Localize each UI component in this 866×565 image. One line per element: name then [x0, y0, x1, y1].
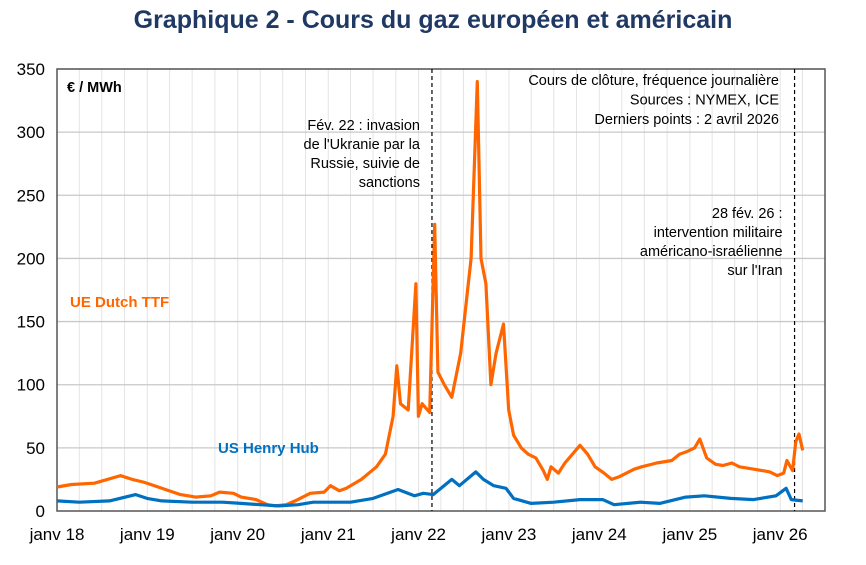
chart-title: Graphique 2 - Cours du gaz européen et a… — [133, 6, 733, 34]
event-annotation: de l'Ukranie par la — [304, 137, 421, 153]
x-tick-label: janv 18 — [29, 525, 85, 544]
event-annotation: Fév. 22 : invasion — [307, 118, 420, 134]
y-tick-label: 150 — [17, 313, 45, 332]
x-tick-label: janv 24 — [571, 525, 627, 544]
x-tick-label: janv 25 — [661, 525, 717, 544]
series-line-ttf — [56, 80, 805, 508]
source-note: Sources : NYMEX, ICE — [630, 93, 779, 109]
x-tick-label: janv 20 — [209, 525, 265, 544]
legend-label: US Henry Hub — [218, 440, 319, 457]
y-tick-label: 300 — [17, 123, 45, 142]
event-annotation: intervention militaire — [654, 225, 783, 241]
event-annotation: américano-israélienne — [640, 244, 783, 260]
y-tick-label: 200 — [17, 249, 45, 268]
legend-label: UE Dutch TTF — [70, 294, 169, 311]
plot-frame — [56, 68, 826, 512]
x-tick-label: janv 26 — [752, 525, 808, 544]
event-annotation: Russie, suivie de — [310, 156, 420, 172]
y-tick-label: 50 — [26, 439, 45, 458]
x-tick-label: janv 23 — [481, 525, 537, 544]
source-note: Derniers points : 2 avril 2026 — [594, 112, 779, 128]
event-annotation: sur l'Iran — [727, 263, 782, 279]
y-tick-label: 350 — [17, 60, 45, 79]
x-tick-label: janv 22 — [390, 525, 446, 544]
source-note: Cours de clôture, fréquence journalière — [528, 73, 779, 89]
y-tick-label: 100 — [17, 376, 45, 395]
series-line-henry-hub — [56, 470, 803, 508]
unit-label: € / MWh — [67, 80, 122, 96]
y-tick-label: 0 — [36, 502, 45, 521]
x-tick-label: janv 19 — [119, 525, 175, 544]
x-tick-label: janv 21 — [300, 525, 356, 544]
event-annotation: 28 fév. 26 : — [712, 206, 783, 222]
event-annotation: sanctions — [359, 175, 420, 191]
y-tick-label: 250 — [17, 186, 45, 205]
